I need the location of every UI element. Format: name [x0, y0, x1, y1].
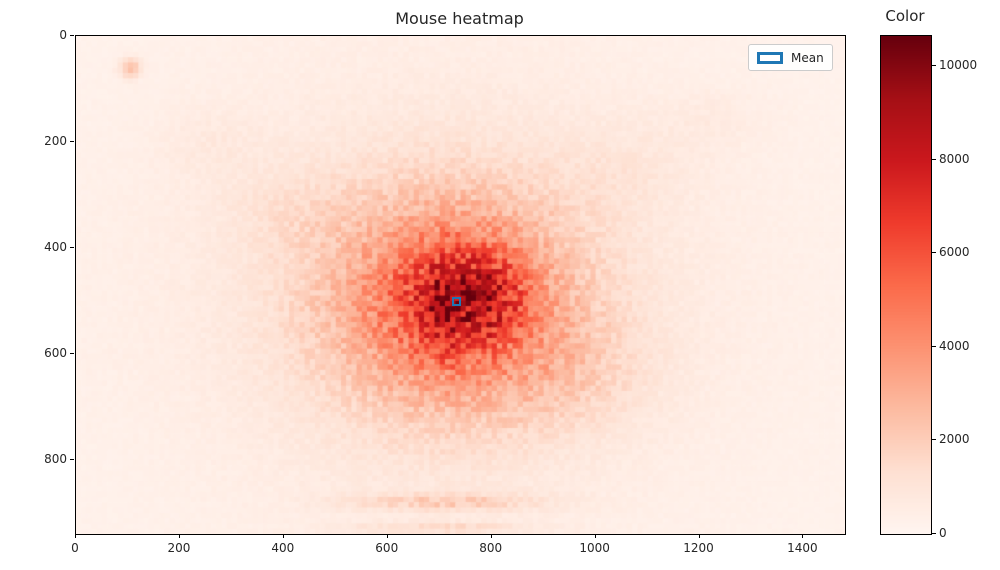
x-tick-label: 800: [479, 541, 503, 555]
plot-area: [75, 35, 846, 535]
x-tick-label: 200: [167, 541, 191, 555]
y-tick-label: 400: [44, 239, 67, 254]
legend: Mean: [748, 44, 833, 71]
colorbar-tick-label: 4000: [939, 338, 970, 353]
colorbar-tick-label: 10000: [939, 57, 978, 72]
colorbar-tick-label: 0: [939, 526, 947, 540]
y-tick-mark: [70, 246, 74, 248]
y-tick-label: 600: [44, 345, 67, 360]
x-tick-mark: [75, 534, 76, 538]
x-tick-mark: [594, 534, 596, 538]
colorbar-tick-mark: [932, 64, 936, 66]
mean-marker: [452, 297, 462, 307]
y-tick-mark: [70, 140, 74, 142]
y-tick-label: 800: [44, 451, 67, 466]
colorbar-tick-label: 8000: [939, 151, 970, 166]
x-tick-mark: [282, 534, 284, 538]
x-tick-mark: [698, 534, 700, 538]
x-tick-label: 1200: [683, 541, 714, 555]
x-tick-label: 1400: [787, 541, 818, 555]
x-tick-label: 600: [375, 541, 399, 555]
plot-title: Mouse heatmap: [395, 9, 524, 28]
x-tick-mark: [178, 534, 180, 538]
colorbar-title: Color: [885, 7, 925, 25]
y-tick-mark: [70, 458, 74, 460]
y-tick-label: 200: [44, 133, 67, 148]
colorbar-tick-mark: [932, 439, 936, 441]
colorbar-tick-mark: [932, 533, 936, 534]
y-tick-label: 0: [59, 28, 67, 42]
x-tick-mark: [386, 534, 388, 538]
colorbar-tick-label: 2000: [939, 432, 970, 447]
colorbar-tick-mark: [932, 252, 936, 254]
colorbar-tick-label: 6000: [939, 245, 970, 260]
colorbar: [880, 35, 932, 535]
x-tick-label: 0: [71, 541, 79, 555]
x-tick-label: 400: [271, 541, 295, 555]
heatmap-canvas: [76, 36, 845, 534]
x-tick-label: 1000: [579, 541, 610, 555]
y-tick-mark: [70, 35, 74, 36]
legend-label: Mean: [791, 50, 824, 65]
colorbar-canvas: [881, 36, 931, 534]
colorbar-tick-mark: [932, 158, 936, 160]
mean-patch-icon: [757, 51, 783, 64]
x-tick-mark: [802, 534, 804, 538]
y-tick-mark: [70, 352, 74, 354]
colorbar-tick-mark: [932, 345, 936, 347]
x-tick-mark: [490, 534, 492, 538]
